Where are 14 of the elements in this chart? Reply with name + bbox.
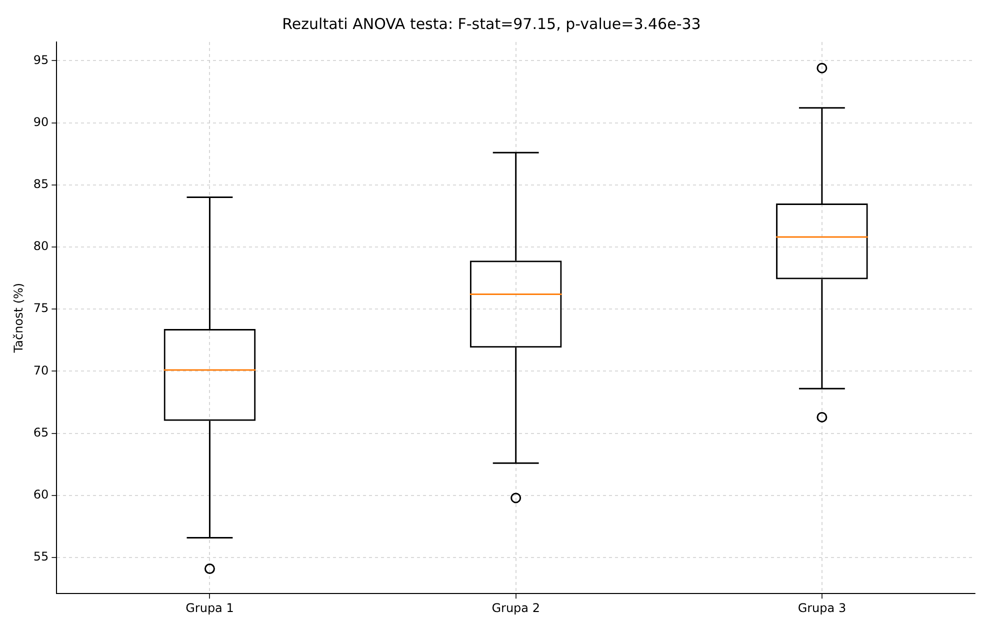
y-tick-label: 65 <box>33 425 49 440</box>
y-axis-title: Tačnost (%) <box>11 282 26 354</box>
x-tick-label: Grupa 1 <box>186 600 234 615</box>
y-tick-label: 95 <box>33 52 49 67</box>
chart-title: Rezultati ANOVA testa: F-stat=97.15, p-value=3.46e-33 <box>282 14 701 33</box>
y-tick-label: 55 <box>33 550 49 564</box>
y-tick-label: 85 <box>33 176 49 191</box>
y-tick-label: 90 <box>33 114 49 129</box>
y-tick-label: 70 <box>33 363 49 378</box>
y-tick-label: 80 <box>33 239 49 254</box>
y-tick-label: 60 <box>33 488 49 502</box>
x-tick-label: Grupa 2 <box>492 600 540 615</box>
y-tick-label: 75 <box>33 301 49 316</box>
x-tick-label: Grupa 3 <box>798 600 846 615</box>
